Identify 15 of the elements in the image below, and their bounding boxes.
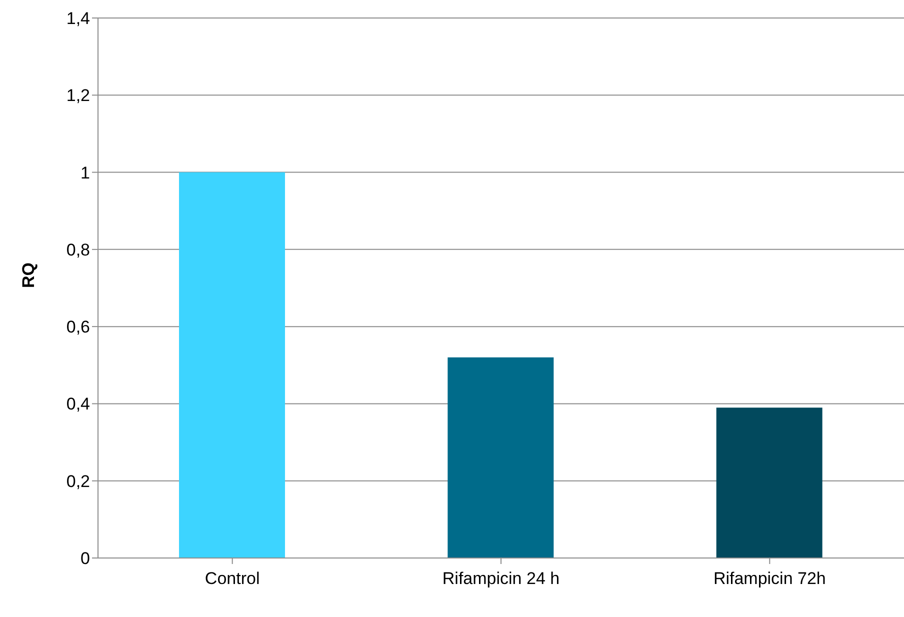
y-tick-label: 0,6 xyxy=(66,318,90,337)
y-tick-label: 0,2 xyxy=(66,472,90,491)
bar xyxy=(448,357,554,558)
bar xyxy=(179,172,285,558)
x-tick-label: Rifampicin 24 h xyxy=(442,569,560,588)
bar xyxy=(716,408,822,558)
y-tick-label: 0 xyxy=(80,549,90,568)
y-axis-title: RQ xyxy=(19,262,38,288)
y-tick-label: 1 xyxy=(80,163,90,182)
y-tick-label: 0,8 xyxy=(66,240,90,260)
y-tick-label: 1,2 xyxy=(66,86,90,106)
y-tick-label: 0,4 xyxy=(66,394,90,414)
x-tick-label: Control xyxy=(204,569,260,588)
x-tick-label: Rifampicin 72h xyxy=(713,569,826,588)
y-tick-label: 1,4 xyxy=(66,9,90,28)
